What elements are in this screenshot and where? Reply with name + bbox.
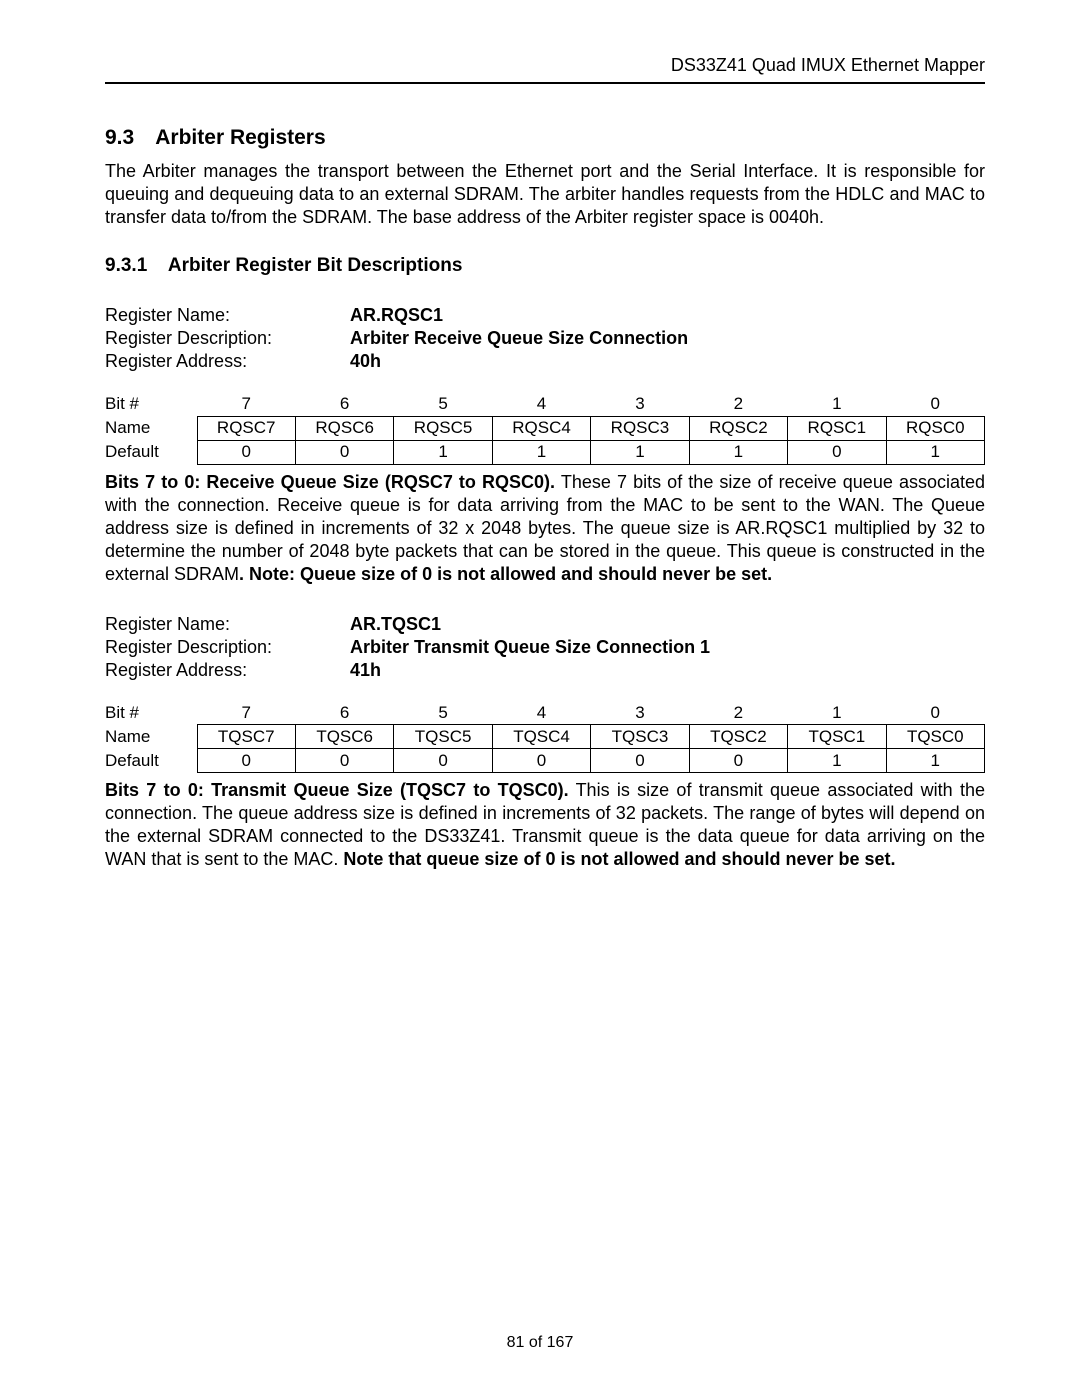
bit-cell: 1 xyxy=(788,392,886,416)
register-meta: Register Name: AR.RQSC1 Register Descrip… xyxy=(105,305,985,372)
register-description-text: Bits 7 to 0: Receive Queue Size (RQSC7 t… xyxy=(105,471,985,586)
default-cell: 0 xyxy=(492,749,590,773)
table-row: Bit # 7 6 5 4 3 2 1 0 xyxy=(105,701,985,725)
bit-cell: 5 xyxy=(394,392,492,416)
default-cell: 0 xyxy=(591,749,689,773)
table-row: Default 0 0 1 1 1 1 0 1 xyxy=(105,440,985,464)
bit-cell: 6 xyxy=(295,701,393,725)
default-cell: 1 xyxy=(886,440,984,464)
default-cell: 0 xyxy=(788,440,886,464)
name-cell: RQSC1 xyxy=(788,416,886,440)
bit-table-tqsc1: Bit # 7 6 5 4 3 2 1 0 Name TQSC7 TQSC6 T… xyxy=(105,701,985,774)
name-cell: RQSC2 xyxy=(689,416,787,440)
bit-cell: 2 xyxy=(689,701,787,725)
label-register-name: Register Name: xyxy=(105,614,350,635)
name-cell: TQSC1 xyxy=(788,725,886,749)
subsection-title: Arbiter Register Bit Descriptions xyxy=(168,255,463,276)
bit-cell: 7 xyxy=(197,392,295,416)
row-label-default: Default xyxy=(105,749,197,773)
page-footer: 81 of 167 xyxy=(0,1334,1080,1352)
row-label-default: Default xyxy=(105,440,197,464)
bit-cell: 2 xyxy=(689,392,787,416)
name-cell: TQSC0 xyxy=(886,725,984,749)
table-row: Name TQSC7 TQSC6 TQSC5 TQSC4 TQSC3 TQSC2… xyxy=(105,725,985,749)
row-label-name: Name xyxy=(105,416,197,440)
section-title: Arbiter Registers xyxy=(155,126,325,149)
name-cell: RQSC5 xyxy=(394,416,492,440)
name-cell: RQSC4 xyxy=(492,416,590,440)
default-cell: 1 xyxy=(492,440,590,464)
section-intro: The Arbiter manages the transport betwee… xyxy=(105,160,985,229)
register-address: 41h xyxy=(350,660,985,681)
bit-table-rqsc1: Bit # 7 6 5 4 3 2 1 0 Name RQSC7 RQSC6 R… xyxy=(105,392,985,465)
register-address: 40h xyxy=(350,351,985,372)
name-cell: TQSC2 xyxy=(689,725,787,749)
subsection-heading: 9.3.1 Arbiter Register Bit Descriptions xyxy=(105,255,985,277)
label-register-name: Register Name: xyxy=(105,305,350,326)
name-cell: RQSC6 xyxy=(295,416,393,440)
default-cell: 0 xyxy=(197,440,295,464)
row-label-name: Name xyxy=(105,725,197,749)
desc-lead: Bits 7 to 0: Transmit Queue Size (TQSC7 … xyxy=(105,780,569,800)
name-cell: RQSC7 xyxy=(197,416,295,440)
subsection-number: 9.3.1 xyxy=(105,255,147,276)
bit-cell: 0 xyxy=(886,701,984,725)
name-cell: TQSC7 xyxy=(197,725,295,749)
register-description-text: Bits 7 to 0: Transmit Queue Size (TQSC7 … xyxy=(105,779,985,871)
label-register-address: Register Address: xyxy=(105,351,350,372)
label-register-address: Register Address: xyxy=(105,660,350,681)
register-name: AR.TQSC1 xyxy=(350,614,985,635)
bit-cell: 6 xyxy=(295,392,393,416)
bit-cell: 5 xyxy=(394,701,492,725)
name-cell: RQSC3 xyxy=(591,416,689,440)
desc-lead: Bits 7 to 0: Receive Queue Size (RQSC7 t… xyxy=(105,472,555,492)
section-heading: 9.3 Arbiter Registers xyxy=(105,126,985,150)
default-cell: 0 xyxy=(295,749,393,773)
default-cell: 0 xyxy=(295,440,393,464)
register-block-tqsc1: Register Name: AR.TQSC1 Register Descrip… xyxy=(105,614,985,872)
bit-cell: 3 xyxy=(591,701,689,725)
row-label-bit: Bit # xyxy=(105,701,197,725)
bit-cell: 0 xyxy=(886,392,984,416)
register-block-rqsc1: Register Name: AR.RQSC1 Register Descrip… xyxy=(105,305,985,586)
register-description: Arbiter Transmit Queue Size Connection 1 xyxy=(350,637,985,658)
register-name: AR.RQSC1 xyxy=(350,305,985,326)
name-cell: RQSC0 xyxy=(886,416,984,440)
default-cell: 1 xyxy=(788,749,886,773)
bit-cell: 4 xyxy=(492,701,590,725)
default-cell: 0 xyxy=(394,749,492,773)
table-row: Default 0 0 0 0 0 0 1 1 xyxy=(105,749,985,773)
default-cell: 0 xyxy=(197,749,295,773)
section-number: 9.3 xyxy=(105,126,134,149)
desc-note: Note that queue size of 0 is not allowed… xyxy=(343,849,895,869)
bit-cell: 1 xyxy=(788,701,886,725)
default-cell: 1 xyxy=(886,749,984,773)
label-register-description: Register Description: xyxy=(105,328,350,349)
default-cell: 1 xyxy=(689,440,787,464)
table-row: Name RQSC7 RQSC6 RQSC5 RQSC4 RQSC3 RQSC2… xyxy=(105,416,985,440)
name-cell: TQSC6 xyxy=(295,725,393,749)
name-cell: TQSC4 xyxy=(492,725,590,749)
name-cell: TQSC5 xyxy=(394,725,492,749)
default-cell: 0 xyxy=(689,749,787,773)
bit-cell: 3 xyxy=(591,392,689,416)
desc-note: . Note: Queue size of 0 is not allowed a… xyxy=(239,564,772,584)
register-meta: Register Name: AR.TQSC1 Register Descrip… xyxy=(105,614,985,681)
register-description: Arbiter Receive Queue Size Connection xyxy=(350,328,985,349)
bit-cell: 7 xyxy=(197,701,295,725)
table-row: Bit # 7 6 5 4 3 2 1 0 xyxy=(105,392,985,416)
label-register-description: Register Description: xyxy=(105,637,350,658)
doc-header: DS33Z41 Quad IMUX Ethernet Mapper xyxy=(105,55,985,84)
default-cell: 1 xyxy=(394,440,492,464)
row-label-bit: Bit # xyxy=(105,392,197,416)
bit-cell: 4 xyxy=(492,392,590,416)
name-cell: TQSC3 xyxy=(591,725,689,749)
default-cell: 1 xyxy=(591,440,689,464)
